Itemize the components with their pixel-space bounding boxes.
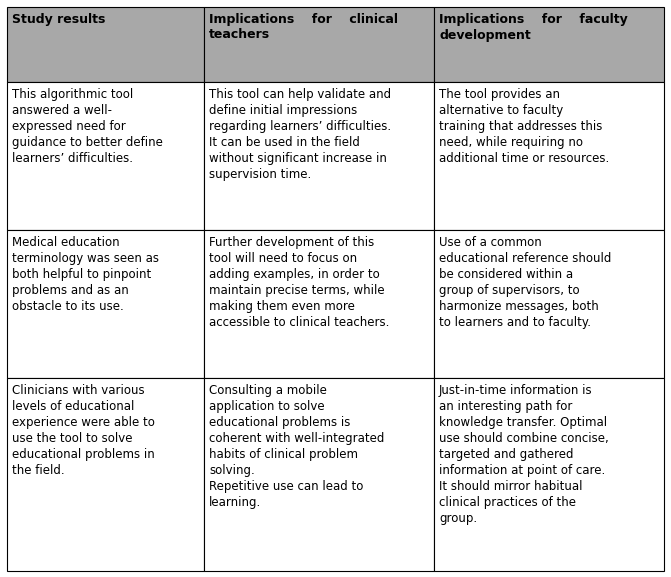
Bar xyxy=(7,230,204,378)
Text: Study results: Study results xyxy=(12,13,105,26)
Bar xyxy=(7,378,204,571)
Bar xyxy=(7,7,204,82)
Text: The tool provides an
alternative to faculty
training that addresses this
need, w: The tool provides an alternative to facu… xyxy=(439,88,609,165)
Text: This tool can help validate and
define initial impressions
regarding learners’ d: This tool can help validate and define i… xyxy=(209,88,391,181)
Text: Use of a common
educational reference should
be considered within a
group of sup: Use of a common educational reference sh… xyxy=(439,236,611,329)
Text: Further development of this
tool will need to focus on
adding examples, in order: Further development of this tool will ne… xyxy=(209,236,389,329)
Text: Implications    for    faculty
development: Implications for faculty development xyxy=(439,13,628,42)
Bar xyxy=(434,230,664,378)
Bar xyxy=(204,7,434,82)
Bar xyxy=(434,378,664,571)
Text: Just-in-time information is
an interesting path for
knowledge transfer. Optimal
: Just-in-time information is an interesti… xyxy=(439,384,609,525)
Text: Clinicians with various
levels of educational
experience were able to
use the to: Clinicians with various levels of educat… xyxy=(12,384,155,477)
Text: This algorithmic tool
answered a well-
expressed need for
guidance to better def: This algorithmic tool answered a well- e… xyxy=(12,88,163,165)
Bar xyxy=(204,230,434,378)
Bar xyxy=(434,82,664,230)
Bar xyxy=(204,82,434,230)
Text: Implications    for    clinical
teachers: Implications for clinical teachers xyxy=(209,13,398,42)
Text: Medical education
terminology was seen as
both helpful to pinpoint
problems and : Medical education terminology was seen a… xyxy=(12,236,159,313)
Bar xyxy=(7,82,204,230)
Bar xyxy=(434,7,664,82)
Text: Consulting a mobile
application to solve
educational problems is
coherent with w: Consulting a mobile application to solve… xyxy=(209,384,384,509)
Bar xyxy=(204,378,434,571)
